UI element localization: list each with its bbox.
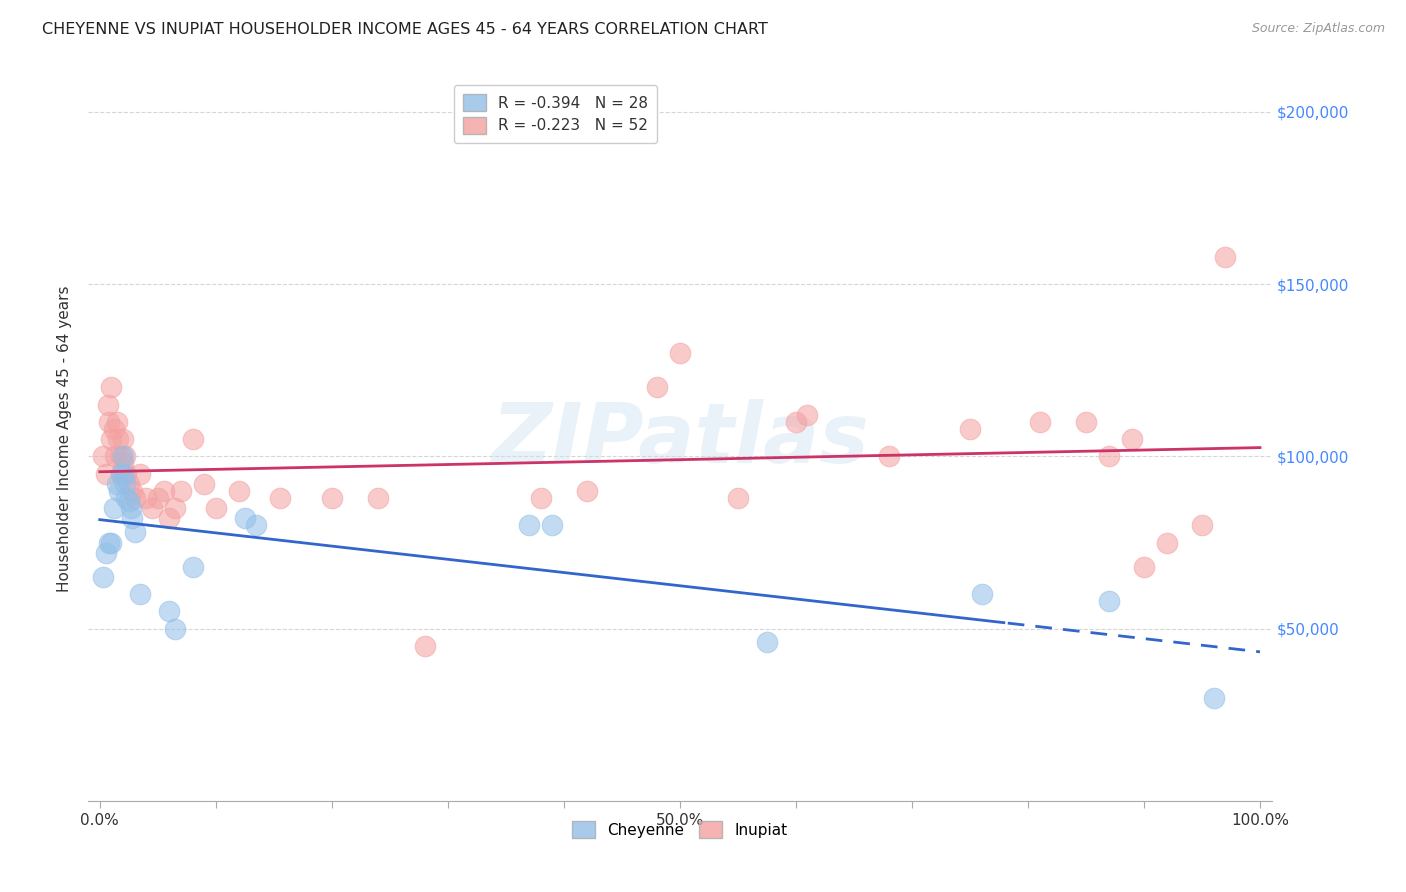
Point [124, 491, 146, 505]
Point [100, 535, 122, 549]
Point [165, 622, 187, 636]
Point [91, 450, 114, 464]
Point [115, 491, 138, 505]
Point [959, 422, 981, 436]
Point [1121, 432, 1143, 446]
Point [1156, 535, 1178, 549]
Point [413, 639, 436, 653]
Point [157, 511, 180, 525]
Point [129, 467, 152, 481]
Point [645, 380, 668, 394]
Point [100, 432, 122, 446]
Point [114, 477, 136, 491]
Point [114, 450, 136, 464]
Point [1191, 518, 1213, 533]
Point [118, 494, 141, 508]
Point [111, 432, 134, 446]
Point [1213, 250, 1236, 264]
Point [94, 546, 117, 560]
Point [796, 408, 818, 422]
Point [204, 501, 226, 516]
Point [98, 415, 121, 429]
Point [111, 456, 134, 470]
Point [165, 501, 187, 516]
Point [152, 483, 174, 498]
Point [103, 422, 125, 436]
Point [94, 467, 117, 481]
Point [121, 483, 143, 498]
Point [129, 587, 152, 601]
Point [541, 518, 564, 533]
Point [98, 535, 121, 549]
Text: Source: ZipAtlas.com: Source: ZipAtlas.com [1251, 22, 1385, 36]
Point [110, 467, 132, 481]
Point [245, 518, 267, 533]
Point [755, 635, 778, 649]
Point [105, 477, 128, 491]
Text: CHEYENNE VS INUPIAT HOUSEHOLDER INCOME AGES 45 - 64 YEARS CORRELATION CHART: CHEYENNE VS INUPIAT HOUSEHOLDER INCOME A… [42, 22, 768, 37]
Point [121, 511, 143, 525]
Point [530, 491, 553, 505]
Point [146, 491, 169, 505]
Point [181, 432, 204, 446]
Point [115, 467, 138, 481]
Legend: Cheyenne, Inupiat: Cheyenne, Inupiat [567, 815, 794, 844]
Point [228, 483, 250, 498]
Point [107, 432, 129, 446]
Point [111, 450, 134, 464]
Point [321, 491, 343, 505]
Point [1074, 415, 1097, 429]
Y-axis label: Householder Income Ages 45 - 64 years: Householder Income Ages 45 - 64 years [58, 286, 72, 592]
Point [1028, 415, 1050, 429]
Point [970, 587, 993, 601]
Point [110, 467, 132, 481]
Point [233, 511, 256, 525]
Point [110, 450, 132, 464]
Point [193, 477, 215, 491]
Point [669, 346, 692, 360]
Point [877, 450, 900, 464]
Point [1202, 690, 1225, 705]
Point [727, 491, 749, 505]
Point [105, 415, 128, 429]
Point [170, 483, 193, 498]
Point [1098, 594, 1121, 608]
Point [104, 450, 127, 464]
Point [124, 525, 146, 540]
Point [367, 491, 389, 505]
Point [269, 491, 291, 505]
Point [112, 467, 135, 481]
Point [157, 604, 180, 618]
Point [91, 570, 114, 584]
Point [100, 380, 122, 394]
Point [181, 559, 204, 574]
Point [141, 501, 163, 516]
Point [517, 518, 540, 533]
Point [135, 491, 157, 505]
Point [1098, 450, 1121, 464]
Point [785, 415, 807, 429]
Point [576, 483, 599, 498]
Text: ZIPatlas: ZIPatlas [491, 399, 869, 480]
Point [108, 483, 131, 498]
Point [97, 398, 120, 412]
Point [120, 501, 142, 516]
Point [118, 477, 141, 491]
Point [103, 501, 125, 516]
Point [1133, 559, 1156, 574]
